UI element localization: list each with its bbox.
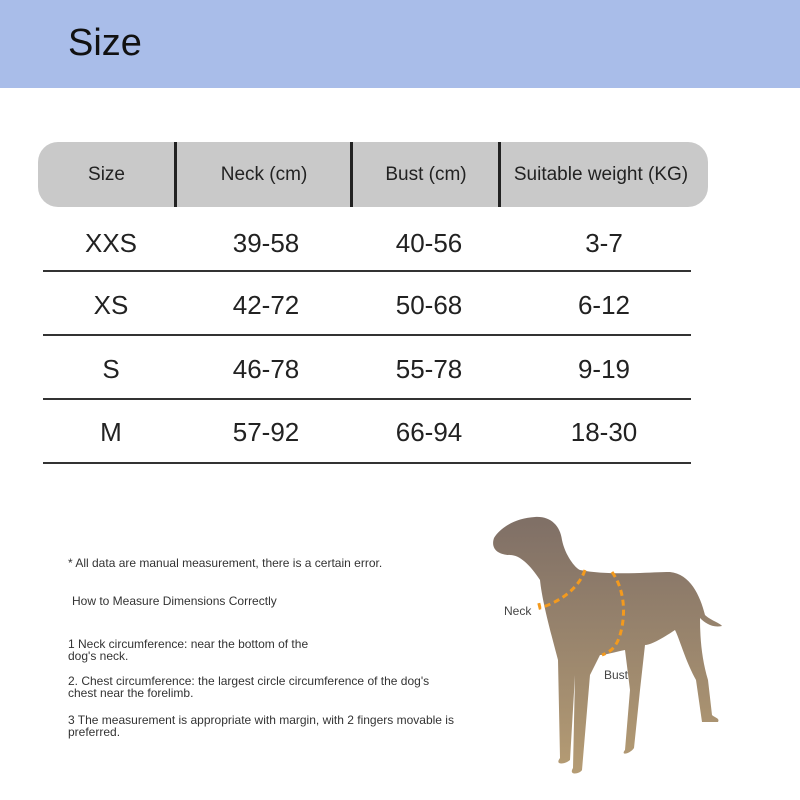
row-divider (43, 462, 691, 464)
table-cell: XS (93, 290, 129, 320)
table-row: S 46-78 55-78 9-19 (0, 354, 800, 394)
header-size: Size (88, 164, 125, 185)
table-cell: 6-12 (577, 290, 631, 320)
header-divider (498, 142, 501, 207)
bust-arrow (601, 571, 625, 657)
table-cell: 57-92 (232, 417, 300, 447)
page-title: Size (68, 22, 142, 64)
row-divider (43, 334, 691, 336)
note-1b: dog's neck. (68, 649, 129, 663)
row-divider (43, 398, 691, 400)
row-divider (43, 270, 691, 272)
table-row: M 57-92 66-94 18-30 (0, 417, 800, 457)
header-divider (174, 142, 177, 207)
table-cell: 39-58 (232, 228, 300, 258)
bust-label: Bust (604, 668, 629, 682)
header-bust: Bust (cm) (385, 164, 467, 185)
header-neck: Neck (cm) (220, 164, 308, 185)
table-cell: S (102, 354, 120, 384)
table-cell: 18-30 (570, 417, 638, 447)
neck-label: Neck (504, 604, 532, 618)
note-2b: chest near the forelimb. (68, 686, 194, 700)
table-cell: 46-78 (232, 354, 300, 384)
table-cell: 50-68 (395, 290, 463, 320)
note-3b: preferred. (68, 725, 121, 739)
table-cell: 55-78 (395, 354, 463, 384)
neck-arrow (536, 569, 587, 610)
table-cell: 3-7 (585, 228, 623, 258)
note-1a: 1 Neck circumference: near the bottom of… (68, 637, 309, 651)
note-2a: 2. Chest circumference: the largest circ… (68, 674, 430, 688)
header-divider (350, 142, 353, 207)
disclaimer: * All data are manual measurement, there… (68, 556, 383, 570)
table-cell: 66-94 (395, 417, 463, 447)
header-weight: Suitable weight (KG) (513, 164, 689, 185)
title-banner: Size (0, 0, 800, 88)
table-row: XS 42-72 50-68 6-12 (0, 290, 800, 330)
table-cell: M (100, 417, 122, 447)
measure-heading: How to Measure Dimensions Correctly (72, 594, 277, 608)
table-header: Size Neck (cm) Bust (cm) Suitable weight… (38, 142, 708, 207)
dog-silhouette (493, 516, 722, 774)
dog-illustration (493, 516, 722, 774)
table-cell: 42-72 (232, 290, 300, 320)
note-3a: 3 The measurement is appropriate with ma… (68, 713, 454, 727)
table-cell: XXS (84, 228, 138, 258)
table-cell: 40-56 (395, 228, 463, 258)
table-cell: 9-19 (577, 354, 631, 384)
table-row: XXS 39-58 40-56 3-7 (0, 228, 800, 268)
